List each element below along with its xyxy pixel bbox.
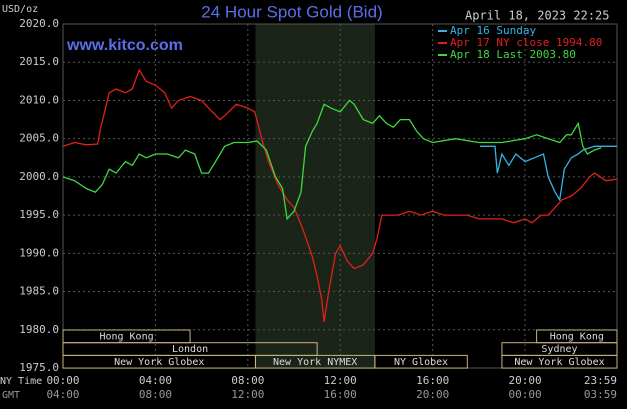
y-tick-label: 2005.0 — [19, 132, 59, 145]
legend-label: Apr 16 Sunday — [450, 24, 536, 37]
y-tick-label: 2000.0 — [19, 170, 59, 183]
legend-label: Apr 17 NY close 1994.80 — [450, 36, 602, 49]
session-label: NY Globex — [394, 357, 448, 368]
session-box — [374, 354, 468, 369]
y-tick-label: 2010.0 — [19, 93, 59, 106]
x-tick-label: 04:00 — [139, 374, 172, 387]
session-label: London — [172, 344, 208, 355]
x2-axis-label: GMT — [2, 390, 20, 401]
x-axis-label: NY Time — [0, 376, 42, 387]
x-tick-label: 23:59 — [584, 374, 617, 387]
session-label: New York Globex — [114, 357, 204, 368]
series-line — [480, 145, 617, 202]
x-tick-label: 20:00 — [508, 374, 541, 387]
x2-tick-label: 12:00 — [231, 388, 264, 401]
y-tick-label: 1990.0 — [19, 246, 59, 259]
source: www.kitco.com — [66, 37, 183, 54]
session-box — [501, 354, 618, 369]
x-tick-label: 08:00 — [231, 374, 264, 387]
x-tick-label: 12:00 — [324, 374, 357, 387]
x2-tick-label: 04:00 — [46, 388, 79, 401]
x-tick-label: 00:00 — [46, 374, 79, 387]
y-tick-label: 1995.0 — [19, 208, 59, 221]
x-tick-label: 16:00 — [416, 374, 449, 387]
y-tick-label: 2015.0 — [19, 55, 59, 68]
x2-tick-label: 20:00 — [416, 388, 449, 401]
session-shade — [255, 24, 375, 368]
series-line — [62, 99, 602, 221]
y-tick-label: 1980.0 — [19, 323, 59, 336]
x2-tick-label: 00:00 — [508, 388, 541, 401]
series-line — [62, 68, 618, 323]
timestamp: April 18, 2023 22:25 — [465, 9, 610, 23]
x2-tick-label: 03:59 — [584, 388, 617, 401]
session-label: Sydney — [541, 344, 577, 355]
y-tick-label: 2020.0 — [19, 17, 59, 30]
chart-title: 24 Hour Spot Gold (Bid) — [201, 2, 382, 21]
y-tick-label: 1985.0 — [19, 285, 59, 298]
y-axis-label: USD/oz — [2, 4, 38, 15]
legend-label: Apr 18 Last 2003.80 — [450, 48, 576, 61]
x2-tick-label: 08:00 — [139, 388, 172, 401]
y-tick-label: 1975.0 — [19, 361, 59, 374]
session-label: Hong Kong — [550, 332, 604, 343]
session-label: New York NYMEX — [273, 357, 357, 368]
session-label: Hong Kong — [99, 332, 153, 343]
session-label: New York Globex — [514, 357, 604, 368]
x2-tick-label: 16:00 — [324, 388, 357, 401]
